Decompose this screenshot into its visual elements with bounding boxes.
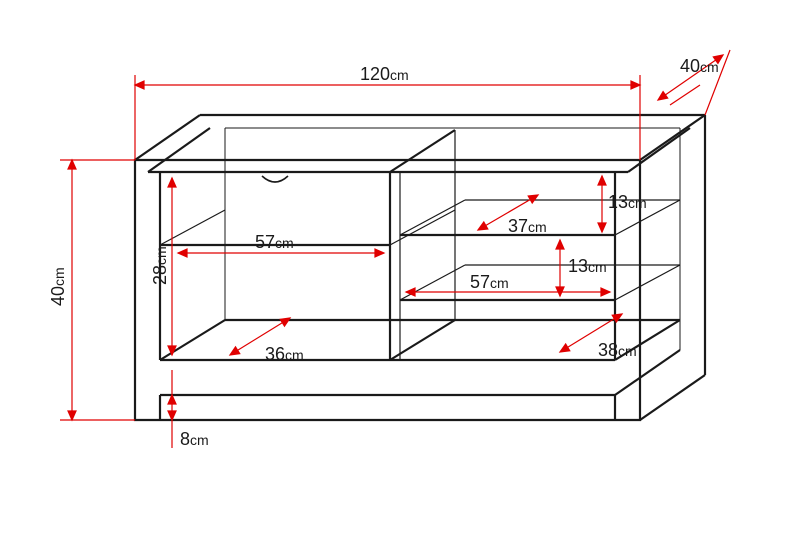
label-left-inner-height: 28cm xyxy=(150,246,170,285)
label-base-gap: 8cm xyxy=(180,429,209,449)
label-right-lower-gap: 13cm xyxy=(568,256,607,276)
label-overall-depth: 40cm xyxy=(680,56,719,76)
label-left-shelf-depth: 36cm xyxy=(265,344,304,364)
label-right-lower-depth: 38cm xyxy=(598,340,637,360)
label-right-upper-gap: 13cm xyxy=(608,192,647,212)
furniture-dimension-diagram: 120cm 40cm 40cm 28cm 8cm 57cm 36cm 57cm … xyxy=(0,0,800,533)
label-overall-height: 40cm xyxy=(48,267,68,306)
cabinet-outline xyxy=(135,115,705,420)
label-right-upper-depth: 37cm xyxy=(508,216,547,236)
label-right-shelf-width: 57cm xyxy=(470,272,509,292)
label-left-shelf-width: 57cm xyxy=(255,232,294,252)
label-overall-width: 120cm xyxy=(360,64,409,84)
